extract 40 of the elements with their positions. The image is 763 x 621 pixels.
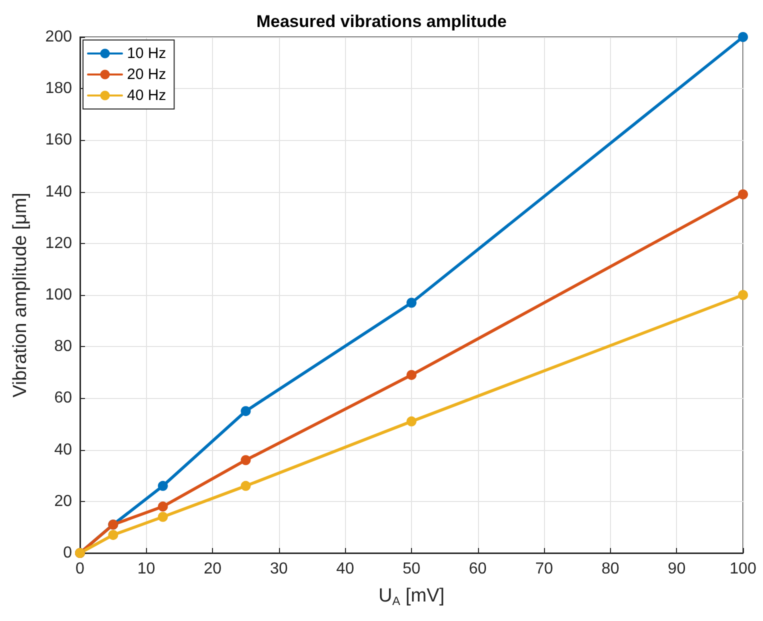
y-tick-label: 100 [45,286,72,304]
y-tick-label: 0 [63,544,72,562]
x-tick-label: 100 [730,560,756,578]
point [240,406,251,416]
legend-label: 20 Hz [127,66,166,83]
point [108,530,118,540]
point [738,189,748,200]
y-tick-label: 80 [54,338,72,356]
x-tick-label: 50 [402,560,420,578]
point [240,455,251,466]
y-tick-label: 140 [45,183,72,200]
x-tick-label: 30 [270,560,288,578]
point [158,512,168,522]
x-tick-label: 40 [336,560,354,578]
x-tick-label: 70 [535,560,554,578]
legend-label: 40 Hz [127,87,166,104]
x-tick-label: 10 [137,560,156,578]
point [158,480,168,491]
y-tick-label: 40 [54,441,72,458]
y-tick-label: 180 [45,80,72,98]
x-tick-label: 80 [602,560,620,578]
point [158,502,168,512]
y-tick-label: 120 [45,234,72,252]
point [738,290,748,300]
point [406,416,416,426]
y-tick-label: 200 [45,28,72,46]
point [738,32,748,42]
y-tick-label: 160 [45,132,72,149]
y-axis-title: Vibration amplitude [μm] [10,192,31,398]
point [240,480,251,491]
x-tick-label: 0 [76,560,85,578]
x-tick-label: 90 [668,560,686,578]
point [406,370,416,380]
point [406,298,416,308]
legend-label: 10 Hz [127,45,166,62]
x-tick-label: 20 [204,560,222,578]
y-tick-label: 20 [54,492,72,510]
chart-title: Measured vibrations amplitude [256,12,507,31]
y-tick-label: 60 [54,390,72,407]
x-tick-label: 60 [468,560,487,578]
